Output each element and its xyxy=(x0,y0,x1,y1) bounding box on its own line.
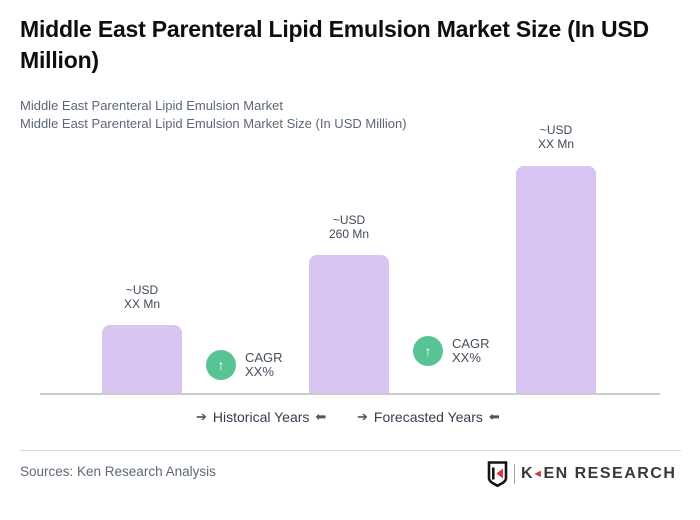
sources-text: Sources: Ken Research Analysis xyxy=(20,464,216,479)
axis-group-historical-years: ➔ Historical Years ⬅ xyxy=(196,409,326,425)
right-arrow-icon: ➔ xyxy=(196,409,207,424)
bar-current xyxy=(309,255,389,394)
ken-research-shield-icon xyxy=(487,461,508,487)
axis-group-forecasted-years: ➔ Forecasted Years ⬅ xyxy=(357,409,500,425)
up-arrow-glyph: ↑ xyxy=(217,357,225,373)
bar-value-label: ~USD 260 Mn xyxy=(328,213,370,241)
cagr-label: CAGR XX% xyxy=(452,336,490,365)
axis-group-label: Forecasted Years xyxy=(373,409,483,425)
left-arrow-icon: ⬅ xyxy=(488,409,500,424)
page-title: Middle East Parenteral Lipid Emulsion Ma… xyxy=(20,16,649,73)
subtitle-line-2: Middle East Parenteral Lipid Emulsion Ma… xyxy=(20,116,407,131)
axis-group-label: Historical Years xyxy=(212,409,310,425)
bar-forecast-end xyxy=(516,166,596,394)
cagr-up-arrow-icon: ↑ xyxy=(413,336,443,366)
up-arrow-glyph: ↑ xyxy=(424,343,432,359)
red-triangle-icon: ◄ xyxy=(532,467,545,480)
left-arrow-icon: ⬅ xyxy=(315,409,327,424)
bar-value-label: ~USD XX Mn xyxy=(537,123,574,151)
ken-research-wordmark: K ◄ EN RESEARCH xyxy=(521,465,677,482)
chart-subtitle: Middle East Parenteral Lipid Emulsion Ma… xyxy=(20,97,407,133)
right-arrow-icon: ➔ xyxy=(357,409,368,424)
footer-divider xyxy=(20,450,681,451)
bar-historical-start xyxy=(102,325,182,394)
cagr-up-arrow-icon: ↑ xyxy=(206,350,236,380)
cagr-label: CAGR XX% xyxy=(245,350,283,379)
subtitle-line-1: Middle East Parenteral Lipid Emulsion Ma… xyxy=(20,98,284,113)
logo-separator xyxy=(514,464,515,484)
x-axis-baseline xyxy=(40,393,660,395)
ken-research-logo: K ◄ EN RESEARCH xyxy=(487,460,676,488)
bar-value-label: ~USD XX Mn xyxy=(123,283,160,311)
